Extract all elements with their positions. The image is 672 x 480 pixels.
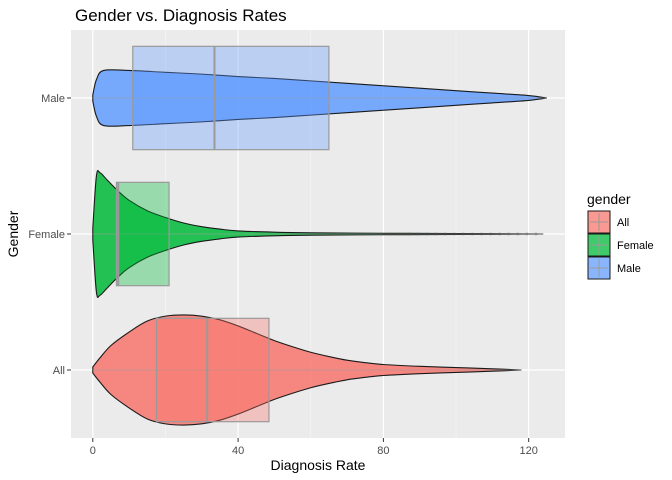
violin-group-female xyxy=(92,170,544,298)
legend-key-female: Female xyxy=(587,233,654,257)
outlier-point xyxy=(434,232,438,236)
legend-label: Female xyxy=(617,240,654,252)
outlier-point xyxy=(425,232,429,236)
outlier-point xyxy=(488,232,493,236)
x-axis: 0 40 80 120 xyxy=(90,438,538,457)
outlier-point xyxy=(407,232,411,236)
outlier-point xyxy=(516,232,520,236)
box-all xyxy=(155,317,270,423)
outlier-point xyxy=(470,232,474,236)
x-tick-label: 40 xyxy=(232,445,244,457)
violin-group-all xyxy=(92,314,522,426)
outlier-point xyxy=(534,232,538,236)
outlier-point xyxy=(379,232,384,236)
x-tick-label: 120 xyxy=(519,445,537,457)
outlier-points-female xyxy=(352,232,538,236)
legend-keys: All Female Male xyxy=(587,210,654,280)
outlier-point xyxy=(479,232,484,236)
y-axis-title: Gender xyxy=(5,210,21,257)
outlier-point xyxy=(389,232,393,236)
legend-key-male: Male xyxy=(587,256,641,280)
outlier-point xyxy=(443,232,447,236)
y-axis: All Female Male xyxy=(28,93,71,377)
outlier-point xyxy=(398,232,402,236)
legend-title: gender xyxy=(587,191,631,207)
x-tick-label: 80 xyxy=(377,445,389,457)
chart-title: Gender vs. Diagnosis Rates xyxy=(75,6,287,25)
box-female xyxy=(115,181,170,287)
y-tick-label: All xyxy=(53,365,65,377)
outlier-point xyxy=(525,232,529,236)
outlier-point xyxy=(452,232,456,236)
y-tick-label: Female xyxy=(28,229,65,241)
outlier-point xyxy=(461,232,465,236)
x-tick-label: 0 xyxy=(90,445,96,457)
outlier-point xyxy=(507,232,511,236)
x-axis-title: Diagnosis Rate xyxy=(271,457,366,473)
chart-marks xyxy=(92,45,547,426)
y-tick-label: Male xyxy=(41,93,65,105)
violin-group-male xyxy=(92,45,547,151)
outlier-point xyxy=(352,232,356,236)
legend-key-all: All xyxy=(587,210,629,234)
legend-label: Male xyxy=(617,263,641,275)
box-male xyxy=(132,45,330,151)
outlier-point xyxy=(361,232,366,236)
outlier-point xyxy=(498,232,502,236)
legend: gender All Female Male xyxy=(587,191,654,280)
outlier-point xyxy=(416,232,420,236)
legend-label: All xyxy=(617,217,629,229)
outlier-point xyxy=(370,232,375,236)
